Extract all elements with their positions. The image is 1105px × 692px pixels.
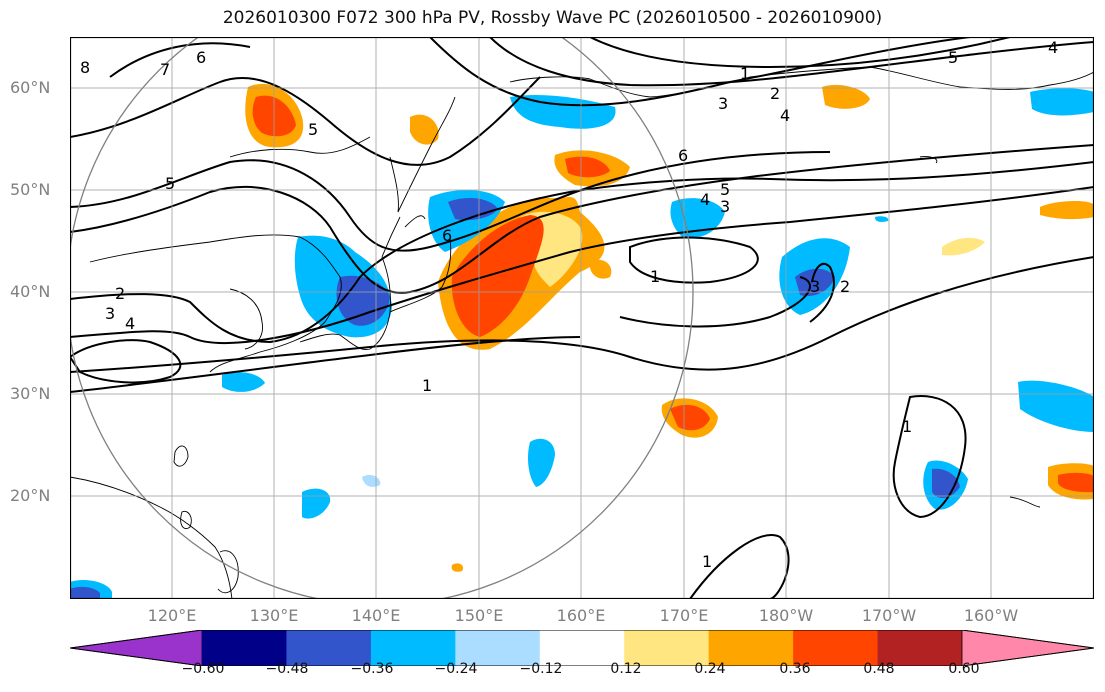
colorbar-tick: −0.12 [519,661,563,677]
colorbar-tick: 0.36 [779,661,811,677]
colorbar-tick: 0.24 [694,661,726,677]
contour-label: 5 [720,180,730,199]
pv-negative-core [336,275,390,326]
contour-label: 1 [902,417,912,436]
contour-label: 1 [422,376,432,395]
colorbar-tick: −0.24 [434,661,478,677]
pv-positive-main-core [451,215,544,337]
pv-negative-core [448,197,498,221]
pv-positive-patch [451,563,464,572]
colorbar-tick: 0.12 [610,661,642,677]
coastlines [70,66,1094,599]
contour-label: 5 [165,174,175,193]
contour-label: 5 [948,48,958,67]
contour-label: 3 [718,94,728,113]
pv-negative-core [795,268,835,297]
map-gridlines [70,37,1094,599]
lon-label-120e: 120°E [147,606,197,625]
colorbar-segment [202,630,287,666]
colorbar-segment [877,630,963,666]
contour-label: 2 [115,284,125,303]
lat-label-50n: 50°N [10,180,51,199]
map-background [70,37,1094,599]
colorbar-segment [455,630,541,666]
colorbar-extend-high [961,630,1094,666]
contour-label: 3 [810,277,820,296]
pv-negative-patch [510,95,616,129]
lon-label-160w: 160°W [963,606,1019,625]
colorbar-tick: 0.60 [948,661,980,677]
colorbar-segment [539,630,625,666]
lon-label-160e: 160°E [556,606,606,625]
colorbar-tick: 0.48 [863,661,895,677]
contour-label: 2 [770,84,780,103]
lon-label-150e: 150°E [454,606,504,625]
pv-positive-core [565,156,610,178]
pv-positive-core [670,404,710,431]
map-panel: 1 1 1 1 1 2 2 2 3 3 3 3 4 4 4 4 5 5 5 5 … [70,37,1094,599]
pv-positive-core [1058,472,1094,493]
contour-label: 1 [740,64,750,83]
contour-label: 7 [160,60,170,79]
map-border [70,37,1094,599]
lat-label-60n: 60°N [10,78,51,97]
colorbar-tick: −0.36 [350,661,394,677]
colorbar-segment [370,630,456,666]
pv-negative-core [70,586,100,599]
colorbar-tick: −0.60 [181,661,225,677]
contour-label: 1 [702,552,712,571]
colorbar-segment [708,630,794,666]
pv-negative-patch [222,372,265,392]
pv-negative-patch [875,216,889,222]
contour-label: 1 [650,267,660,286]
contour-label: 8 [80,58,90,77]
lon-label-140e: 140°E [351,606,401,625]
pv-positive-patch [1040,201,1094,220]
pv-positive-patch [942,237,985,256]
lon-label-130e: 130°E [249,606,299,625]
contour-label: 3 [105,304,115,323]
colorbar [70,630,1094,666]
pv-negative-patch [528,438,555,487]
contour-label: 4 [1048,38,1058,57]
contour-label: 4 [125,314,135,333]
pv-negative-patch [1030,88,1094,116]
pv-positive-patch [589,259,612,279]
contour-label: 6 [196,48,206,67]
chart-title: 2026010300 F072 300 hPa PV, Rossby Wave … [222,8,883,28]
rossby-wave-contours [70,37,1094,599]
contour-label: 3 [720,197,730,216]
contour-label: 6 [678,146,688,165]
contour-label: 5 [308,120,318,139]
contour-label: 6 [442,226,452,245]
lon-label-170e: 170°E [659,606,709,625]
pv-positive-patch [410,114,439,145]
lat-label-40n: 40°N [10,282,51,301]
colorbar-tick: −0.48 [265,661,309,677]
contour-label: 4 [780,106,790,125]
pv-positive-patch [822,84,870,109]
lon-label-170w: 170°W [861,606,917,625]
colorbar-segments [70,630,1094,666]
lon-label-180w: 180°W [758,606,814,625]
lat-label-20n: 20°N [10,486,51,505]
colorbar-segment [286,630,372,666]
contour-label: 2 [840,277,850,296]
contour-label: 4 [700,190,710,209]
region-circle [70,37,694,599]
colorbar-segment [793,630,879,666]
colorbar-segment [624,630,710,666]
lat-label-30n: 30°N [10,384,51,403]
